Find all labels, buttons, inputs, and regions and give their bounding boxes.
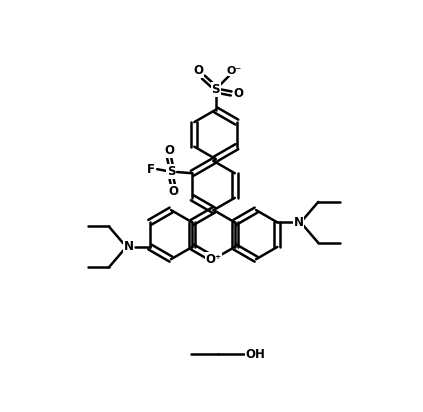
Text: O: O [164,144,174,157]
Text: S: S [212,83,220,96]
Text: N: N [124,241,134,253]
Text: O⁺: O⁺ [206,253,222,266]
Text: S: S [167,165,175,178]
Text: O: O [168,185,178,198]
Text: F: F [147,163,155,176]
Text: O: O [193,64,203,77]
Text: O: O [233,87,244,100]
Text: N: N [294,216,304,229]
Text: O⁻: O⁻ [226,66,242,75]
Text: OH: OH [246,348,266,360]
